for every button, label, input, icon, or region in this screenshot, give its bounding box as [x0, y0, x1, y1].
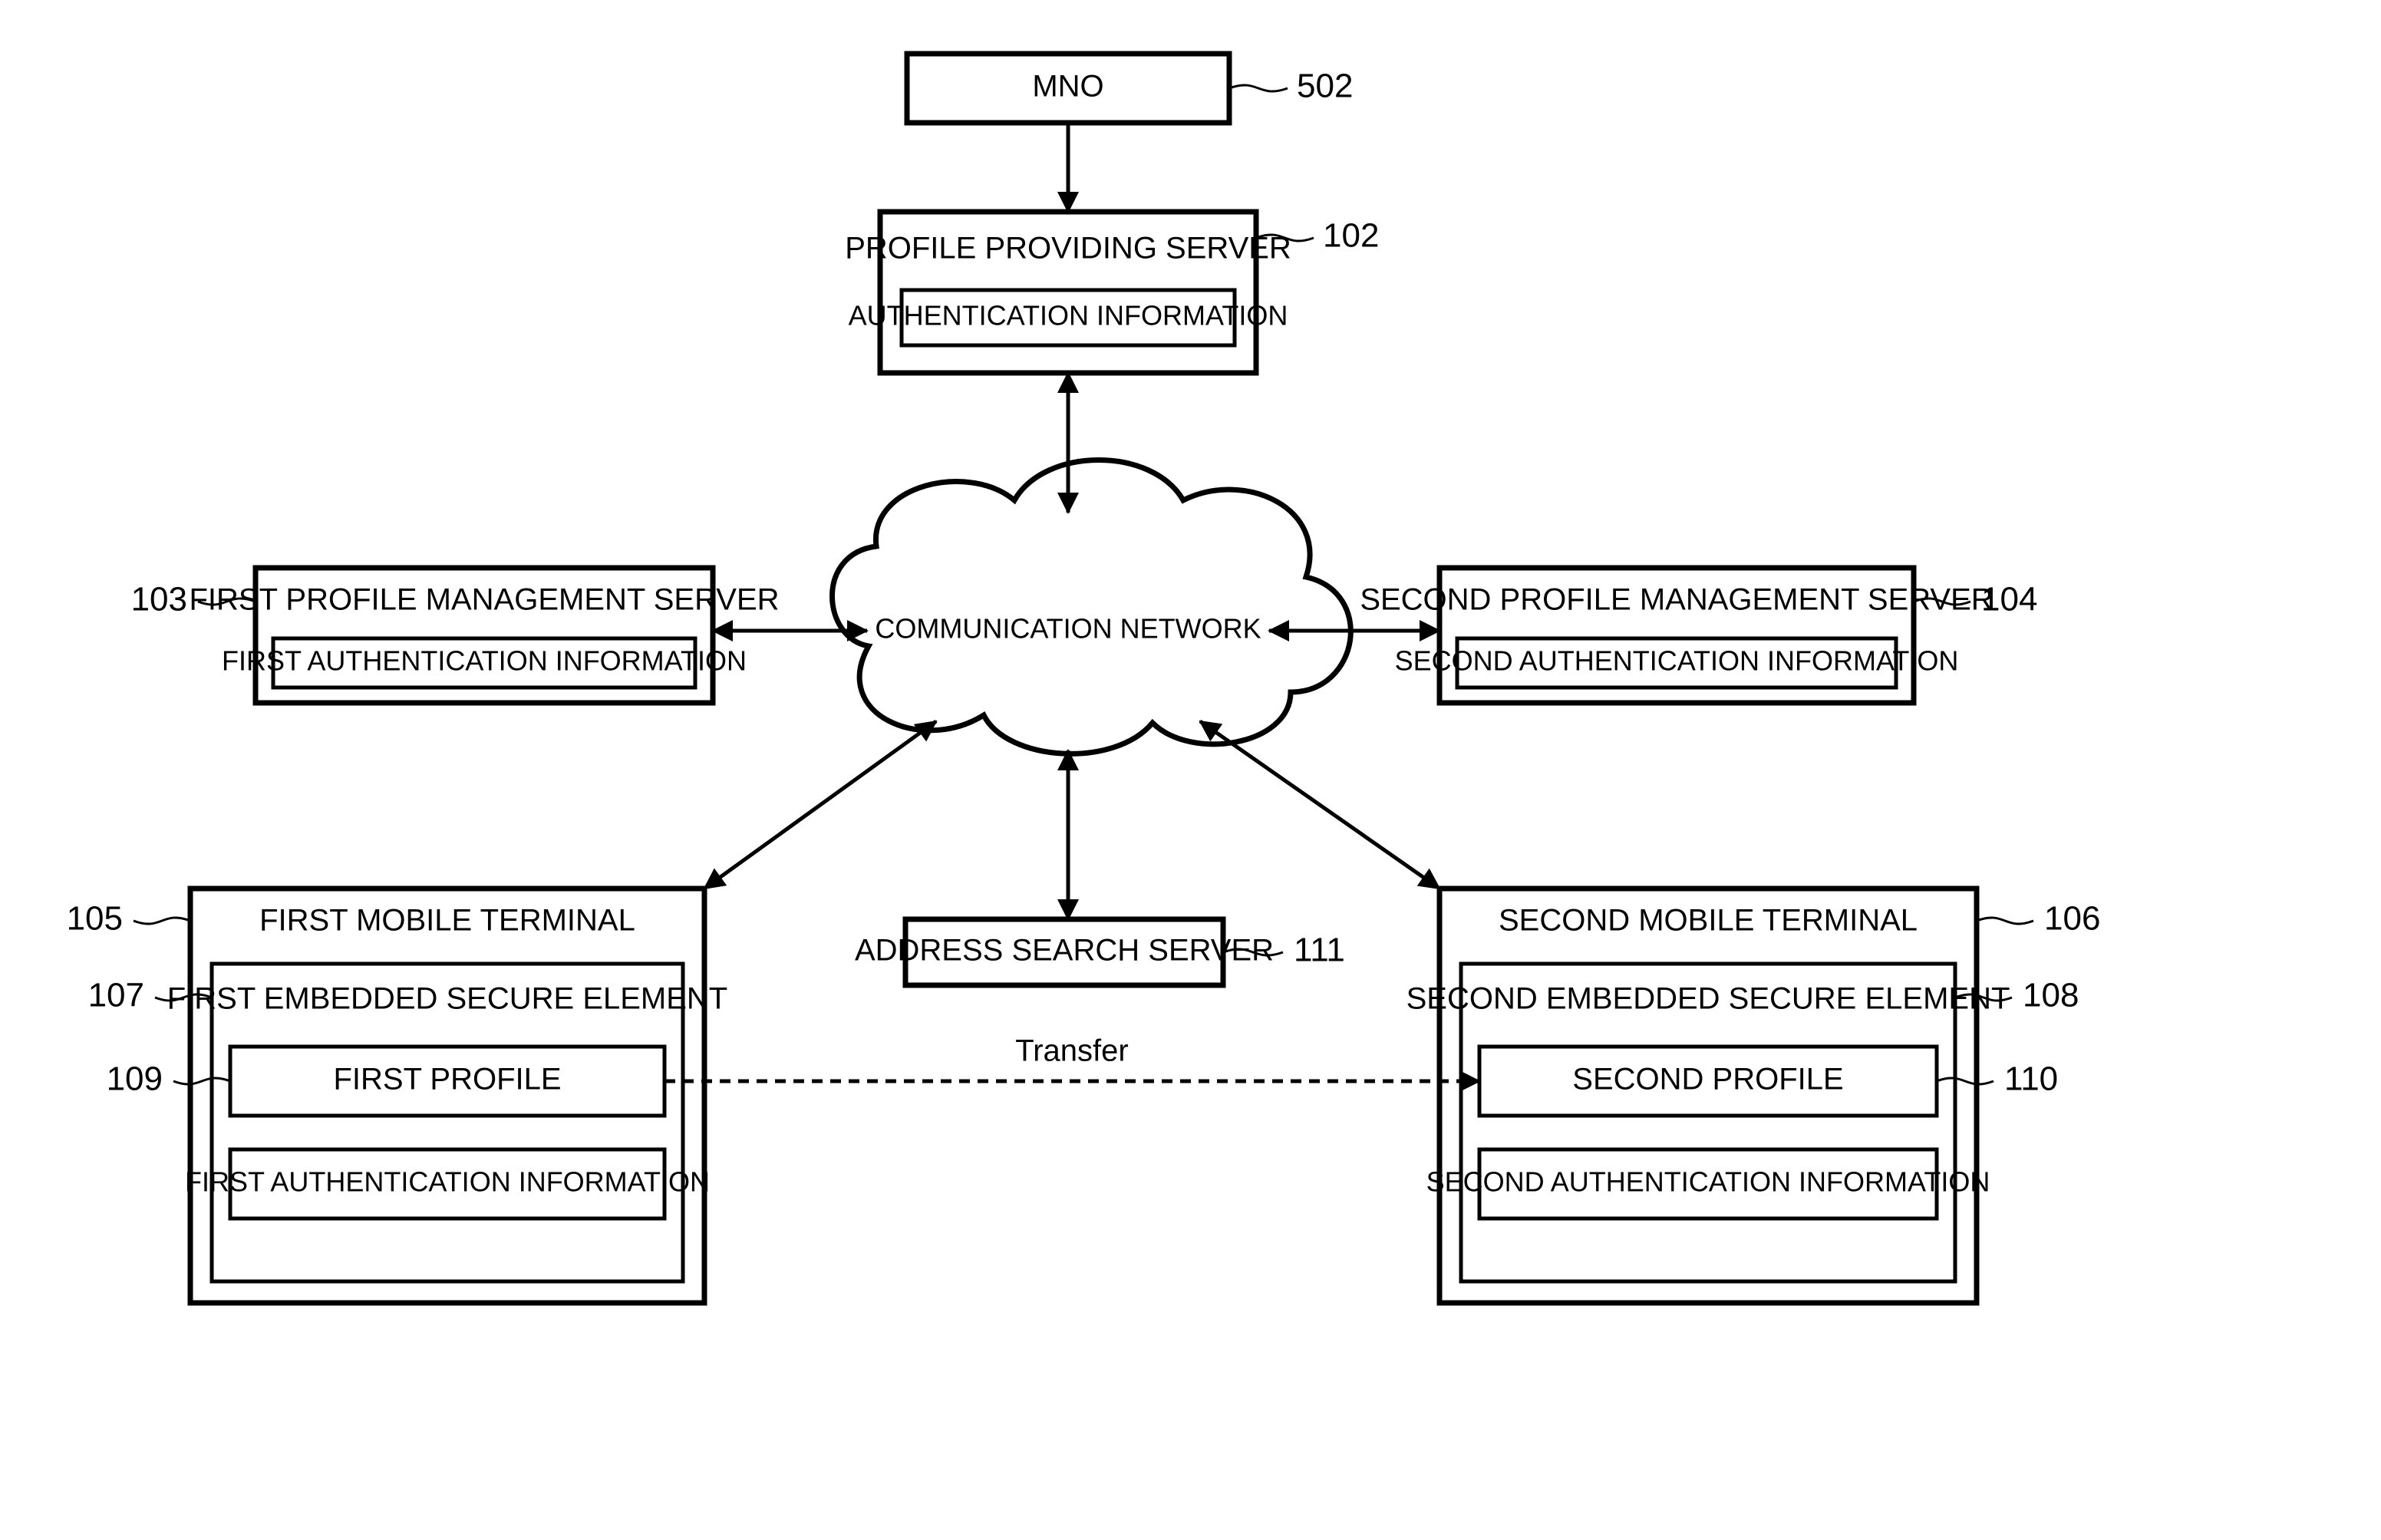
- mno-label: MNO: [1032, 70, 1103, 104]
- ref-104: 104: [1981, 581, 2037, 618]
- svg-text:SECOND MOBILE TERMINAL: SECOND MOBILE TERMINAL: [1499, 904, 1918, 938]
- svg-text:FIRST MOBILE TERMINAL: FIRST MOBILE TERMINAL: [259, 904, 635, 938]
- ref-107: 107: [88, 977, 144, 1014]
- ref-106: 106: [2044, 900, 2100, 938]
- ref-502: 502: [1297, 68, 1353, 105]
- svg-text:SECOND EMBEDDED SECURE ELEMENT: SECOND EMBEDDED SECURE ELEMENT: [1407, 982, 2010, 1016]
- svg-text:FIRST AUTHENTICATION INFORMATI: FIRST AUTHENTICATION INFORMATION: [185, 1166, 710, 1198]
- ref-108: 108: [2023, 977, 2079, 1014]
- ref-leader-502: [1229, 85, 1288, 91]
- ref-leader-105: [134, 918, 190, 924]
- transfer-label: Transfer: [1015, 1034, 1128, 1068]
- svg-text:FIRST PROFILE: FIRST PROFILE: [333, 1063, 561, 1096]
- ref-110: 110: [2004, 1060, 2058, 1098]
- pps-label: PROFILE PROVIDING SERVER: [845, 232, 1291, 265]
- ref-105: 105: [67, 900, 123, 938]
- svg-text:FIRST AUTHENTICATION INFORMATI: FIRST AUTHENTICATION INFORMATION: [222, 645, 747, 677]
- svg-text:FIRST EMBEDDED SECURE ELEMENT: FIRST EMBEDDED SECURE ELEMENT: [167, 982, 728, 1016]
- ref-102: 102: [1323, 217, 1379, 255]
- ref-103: 103: [131, 581, 187, 618]
- svg-text:SECOND AUTHENTICATION INFORMAT: SECOND AUTHENTICATION INFORMATION: [1395, 645, 1959, 677]
- svg-text:COMMUNICATION NETWORK: COMMUNICATION NETWORK: [875, 613, 1261, 645]
- pms1-label: FIRST PROFILE MANAGEMENT SERVER: [189, 583, 779, 617]
- ref-109: 109: [107, 1060, 163, 1098]
- svg-text:SECOND AUTHENTICATION INFORMAT: SECOND AUTHENTICATION INFORMATION: [1426, 1166, 1990, 1198]
- addr-label: ADDRESS SEARCH SERVER: [855, 934, 1274, 968]
- ref-leader-106: [1977, 918, 2033, 924]
- ref-111: 111: [1294, 932, 1345, 969]
- pms2-label: SECOND PROFILE MANAGEMENT SERVER: [1360, 583, 1993, 617]
- edge-cloud_bl-mt1_tr: [704, 721, 936, 889]
- svg-text:AUTHENTICATION INFORMATION: AUTHENTICATION INFORMATION: [849, 300, 1288, 331]
- cloud-communication-network: [833, 460, 1351, 754]
- diagram-canvas: COMMUNICATION NETWORK MNO PROFILE PROVIDIN…: [0, 0, 2381, 1540]
- edge-cloud_br-mt2_tl: [1200, 721, 1439, 889]
- svg-text:SECOND PROFILE: SECOND PROFILE: [1572, 1063, 1843, 1096]
